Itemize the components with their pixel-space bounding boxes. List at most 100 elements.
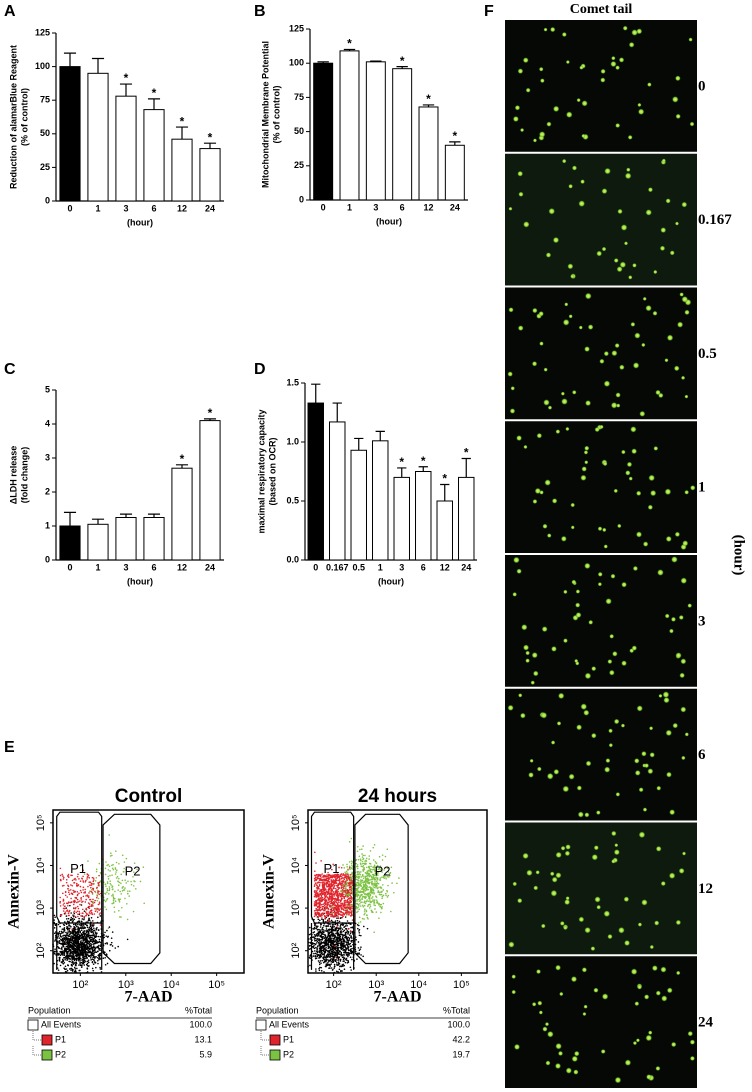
event-dot bbox=[83, 939, 85, 942]
event-dot bbox=[81, 878, 84, 880]
event-dot bbox=[357, 879, 359, 881]
event-dot bbox=[78, 892, 80, 895]
event-dot bbox=[53, 962, 55, 965]
event-dot bbox=[341, 916, 344, 919]
event-dot bbox=[92, 898, 94, 901]
cell-nucleus bbox=[543, 27, 548, 32]
event-dot bbox=[344, 875, 347, 877]
event-dot bbox=[361, 873, 364, 876]
cell-nucleus bbox=[510, 386, 515, 391]
event-dot bbox=[337, 952, 339, 955]
event-dot bbox=[65, 881, 68, 884]
event-dot bbox=[363, 866, 365, 869]
event-dot bbox=[59, 896, 61, 899]
event-dot bbox=[316, 945, 319, 948]
event-dot bbox=[77, 913, 79, 915]
event-dot bbox=[344, 880, 347, 883]
event-dot bbox=[347, 890, 350, 893]
event-dot bbox=[330, 939, 332, 942]
event-dot bbox=[59, 874, 62, 877]
event-dot bbox=[85, 915, 87, 917]
row-swatch bbox=[41, 1049, 53, 1061]
event-dot bbox=[333, 915, 335, 917]
event-dot bbox=[97, 941, 99, 944]
event-dot bbox=[344, 906, 347, 908]
event-dot bbox=[332, 887, 335, 890]
event-dot bbox=[102, 957, 105, 959]
event-dot bbox=[87, 919, 90, 922]
y-tick-label: 5 bbox=[45, 384, 50, 394]
event-dot bbox=[66, 945, 69, 948]
cell-nucleus bbox=[570, 274, 575, 279]
event-dot bbox=[76, 910, 79, 913]
event-dot bbox=[333, 947, 336, 950]
event-dot bbox=[318, 897, 320, 900]
event-dot bbox=[385, 873, 387, 876]
event-dot bbox=[126, 918, 129, 921]
cell-nucleus bbox=[525, 87, 531, 93]
event-dot bbox=[381, 854, 384, 856]
event-dot bbox=[86, 924, 88, 927]
event-dot bbox=[323, 958, 325, 961]
event-dot bbox=[67, 887, 69, 890]
event-dot bbox=[53, 914, 56, 917]
event-dot bbox=[325, 963, 328, 966]
event-dot bbox=[362, 888, 365, 890]
y-tick-label: 25 bbox=[40, 162, 50, 172]
event-dot bbox=[364, 882, 367, 885]
event-dot bbox=[340, 908, 343, 910]
event-dot bbox=[343, 944, 346, 947]
event-dot bbox=[108, 834, 111, 836]
event-dot bbox=[317, 931, 320, 933]
event-dot bbox=[334, 899, 336, 902]
event-dot bbox=[75, 896, 78, 899]
event-dot bbox=[324, 878, 327, 881]
event-dot bbox=[383, 875, 386, 878]
event-dot bbox=[80, 896, 83, 899]
event-dot bbox=[96, 956, 99, 959]
error-bar bbox=[422, 104, 435, 107]
event-dot bbox=[121, 854, 124, 857]
event-dot bbox=[366, 905, 369, 907]
event-dot bbox=[80, 941, 82, 944]
event-dot bbox=[315, 934, 318, 936]
event-dot bbox=[63, 943, 66, 946]
event-dot bbox=[65, 931, 67, 934]
event-dot bbox=[351, 890, 353, 893]
event-dot bbox=[327, 933, 330, 936]
bar bbox=[313, 62, 334, 201]
event-dot bbox=[57, 952, 59, 955]
event-dot bbox=[328, 904, 331, 907]
event-dot bbox=[333, 897, 335, 900]
event-dot bbox=[322, 931, 325, 933]
event-dot bbox=[65, 907, 68, 909]
event-dot bbox=[346, 879, 348, 881]
event-dot bbox=[329, 920, 331, 923]
event-dot bbox=[64, 947, 66, 949]
event-dot bbox=[344, 887, 346, 889]
event-dot bbox=[68, 949, 71, 951]
event-dot bbox=[341, 970, 343, 972]
event-dot bbox=[356, 907, 358, 910]
event-dot bbox=[64, 911, 67, 913]
event-dot bbox=[317, 909, 319, 911]
y-tick-label: 50 bbox=[40, 128, 50, 138]
event-dot bbox=[350, 935, 353, 937]
event-dot bbox=[76, 891, 79, 893]
event-dot bbox=[66, 938, 69, 941]
event-dot bbox=[356, 891, 359, 893]
event-dot bbox=[320, 896, 323, 898]
event-dot bbox=[325, 958, 328, 961]
event-dot bbox=[76, 950, 79, 953]
event-dot bbox=[68, 941, 71, 943]
event-dot bbox=[343, 891, 345, 893]
event-dot bbox=[323, 904, 326, 907]
event-dot bbox=[351, 919, 354, 921]
event-dot bbox=[335, 962, 338, 964]
event-dot bbox=[318, 894, 320, 896]
event-dot bbox=[364, 887, 367, 890]
event-dot bbox=[65, 968, 68, 970]
event-dot bbox=[387, 884, 389, 887]
cell-nucleus bbox=[578, 200, 586, 207]
event-dot bbox=[63, 927, 66, 929]
